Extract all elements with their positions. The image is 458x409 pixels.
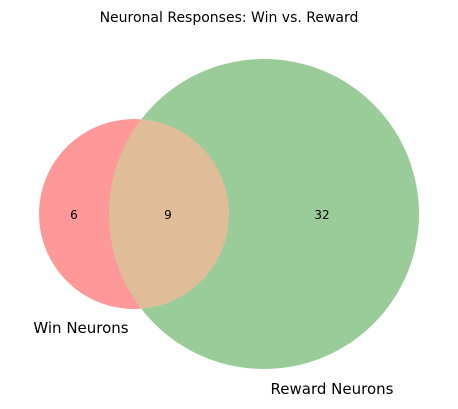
- diagram-title: Neuronal Responses: Win vs. Reward: [100, 10, 359, 26]
- win-only-count: 6: [70, 208, 78, 222]
- win-neurons-label: Win Neurons: [33, 319, 128, 337]
- overlap-region: [109, 119, 229, 309]
- reward-neurons-label: Reward Neurons: [271, 380, 394, 398]
- reward-only-count: 32: [314, 208, 329, 222]
- overlap-count: 9: [164, 208, 172, 222]
